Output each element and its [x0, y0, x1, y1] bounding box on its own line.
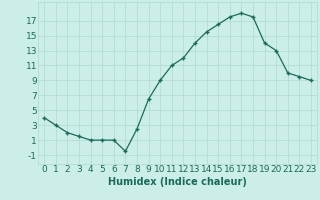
X-axis label: Humidex (Indice chaleur): Humidex (Indice chaleur) — [108, 177, 247, 187]
